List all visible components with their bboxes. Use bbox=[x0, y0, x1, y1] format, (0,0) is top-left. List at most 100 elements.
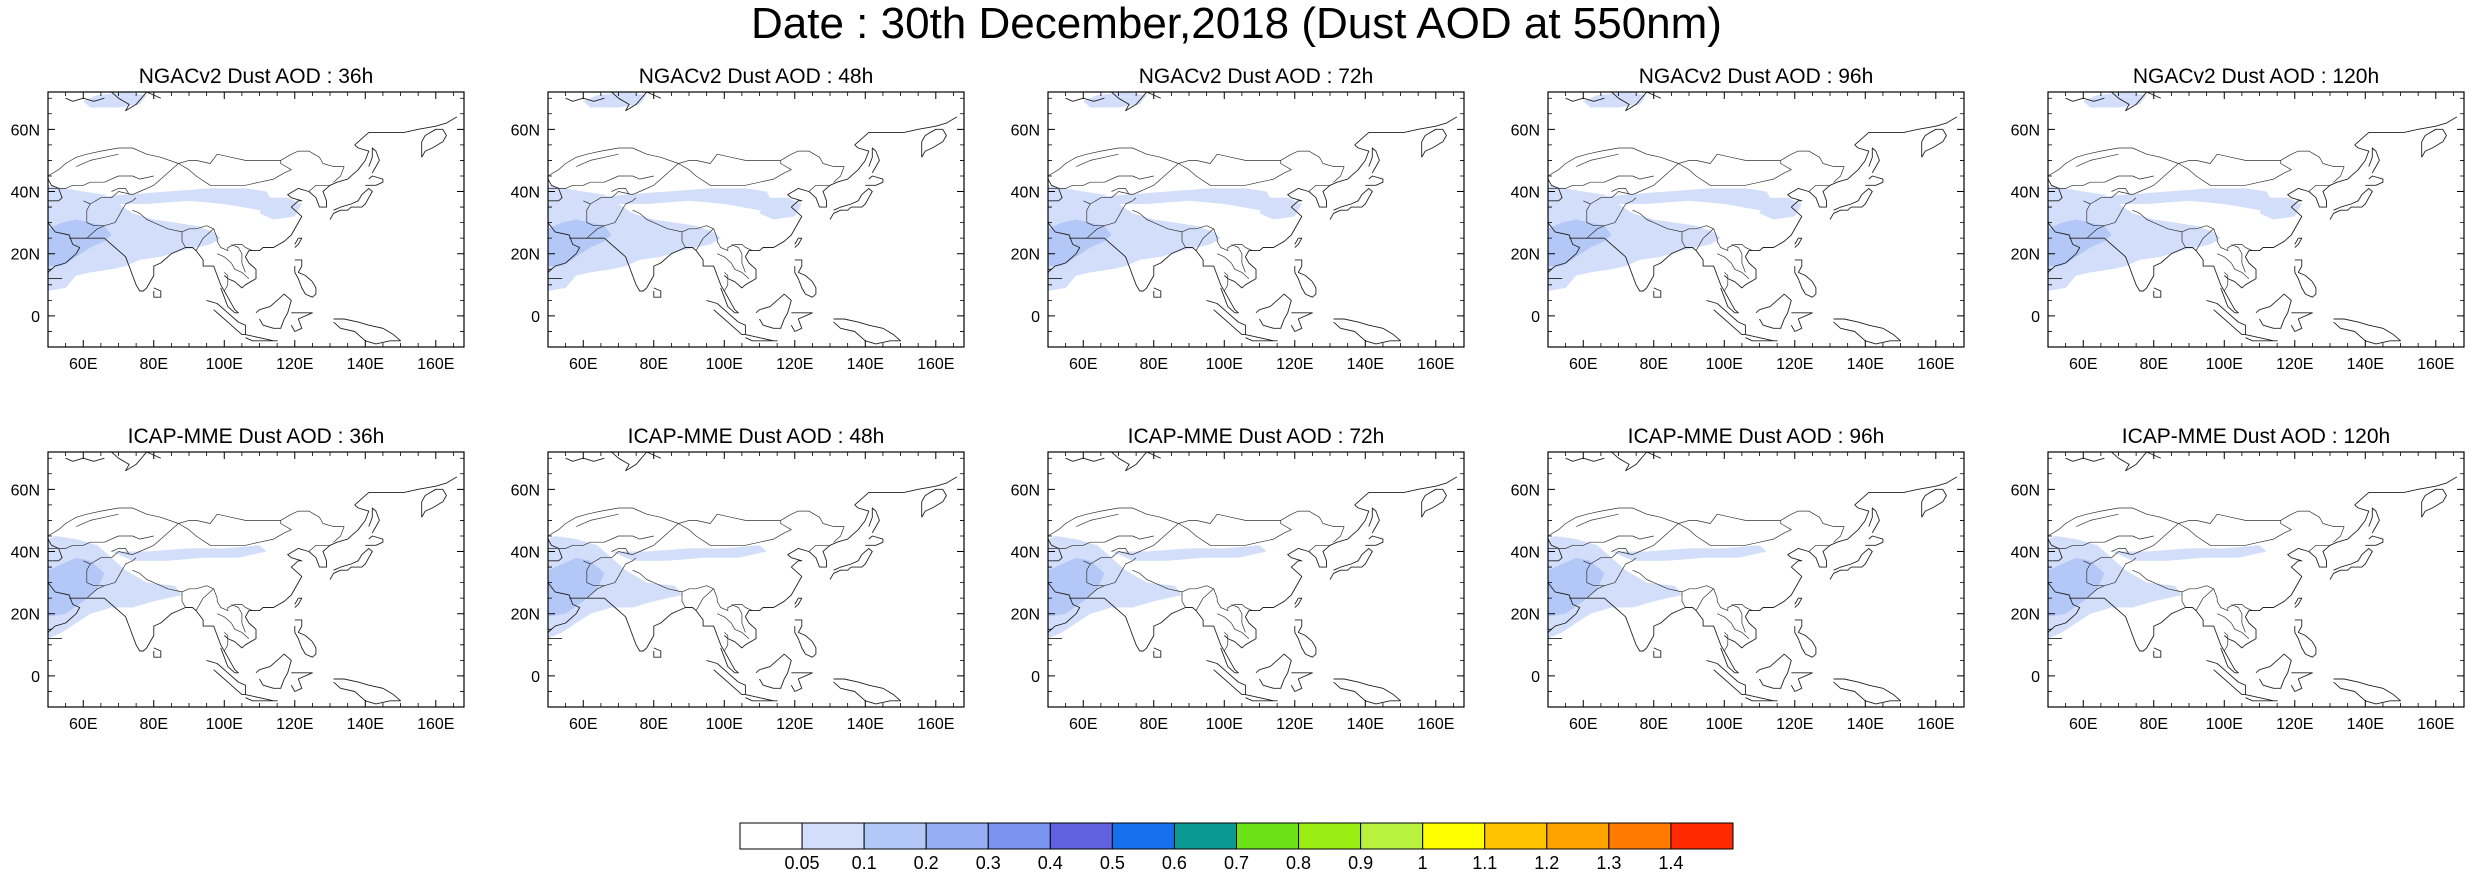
coastlines bbox=[1548, 452, 1958, 705]
colorbar-label: 0.5 bbox=[1100, 853, 1125, 873]
dust-aod-shading bbox=[1548, 92, 1802, 291]
colorbar-swatch bbox=[925, 822, 989, 850]
map-panel: ICAP-MME Dust AOD : 72h 60E 80E 100E 120E 140… bbox=[1000, 426, 1465, 756]
y-tick-label: 40N bbox=[11, 185, 40, 202]
map-panel: ICAP-MME Dust AOD : 48h 60E 80E 100E 120E 140… bbox=[500, 426, 965, 756]
y-tick-label: 40N bbox=[2011, 185, 2040, 202]
y-tick-label: 20N bbox=[2011, 247, 2040, 264]
x-tick-label: 80E bbox=[1140, 356, 1168, 373]
map-panel: ICAP-MME Dust AOD : 120h 60E 80E 100E 120E 14… bbox=[2000, 426, 2465, 756]
map-layer bbox=[1048, 92, 1458, 345]
colorbar-swatch bbox=[739, 822, 803, 850]
x-tick-label: 60E bbox=[569, 356, 597, 373]
colorbar-graphic: 0.05 0.1 0.2 0.3 0.4 0.5 0.6 0.7 0.8 0.9 1 1.1 1.2 1.… bbox=[739, 822, 1734, 873]
x-tick-label: 60E bbox=[1069, 356, 1097, 373]
dust-aod-shading bbox=[548, 92, 802, 291]
dust-aod-shading bbox=[48, 536, 267, 639]
x-tick-label: 100E bbox=[706, 716, 743, 733]
panel-title: NGACv2 Dust AOD : 72h bbox=[1138, 65, 1374, 88]
plot-frame bbox=[47, 91, 465, 348]
y-tick-label: 60N bbox=[1011, 482, 1040, 499]
x-tick-label: 160E bbox=[1917, 716, 1954, 733]
x-tick-label: 160E bbox=[2417, 716, 2454, 733]
map-layer bbox=[48, 92, 458, 345]
x-tick-label: 80E bbox=[2140, 716, 2168, 733]
coastlines bbox=[548, 92, 958, 345]
dust-aod-shading bbox=[2048, 92, 2302, 291]
x-tick-label: 80E bbox=[1640, 716, 1668, 733]
x-tick-label: 80E bbox=[640, 716, 668, 733]
y-tick-label: 0 bbox=[531, 309, 540, 326]
map-plot: 60E 80E 100E 120E 140E 160E 0 20N 40N 60N bbox=[1511, 91, 1965, 373]
y-tick-label: 20N bbox=[1511, 607, 1540, 624]
map-plot: 60E 80E 100E 120E 140E 160E 0 20N 40N 60N bbox=[1011, 451, 1465, 733]
y-tick-label: 0 bbox=[531, 669, 540, 686]
map-plot: 60E 80E 100E 120E 140E 160E 0 20N 40N 60N bbox=[1011, 91, 1465, 373]
plot-frame bbox=[2047, 451, 2465, 708]
colorbar-swatch bbox=[1049, 822, 1113, 850]
plot-frame bbox=[547, 451, 965, 708]
x-tick-label: 140E bbox=[847, 356, 884, 373]
y-tick-label: 60N bbox=[511, 482, 540, 499]
y-tick-label: 0 bbox=[1031, 309, 1040, 326]
x-tick-label: 60E bbox=[1569, 716, 1597, 733]
x-tick-label: 120E bbox=[1276, 356, 1313, 373]
map-panel: NGACv2 Dust AOD : 48h 60E 80E 100E 120E 140E 1… bbox=[500, 66, 965, 396]
x-tick-label: 140E bbox=[1347, 716, 1384, 733]
map-layer bbox=[1548, 452, 1958, 705]
colorbar-swatch bbox=[801, 822, 865, 850]
x-tick-label: 140E bbox=[347, 356, 384, 373]
panel-title: ICAP-MME Dust AOD : 36h bbox=[127, 425, 385, 448]
x-tick-label: 100E bbox=[1706, 356, 1743, 373]
x-tick-label: 140E bbox=[2347, 716, 2384, 733]
x-tick-label: 60E bbox=[2069, 356, 2097, 373]
colorbar-swatch bbox=[1298, 822, 1362, 850]
y-tick-label: 20N bbox=[1511, 247, 1540, 264]
panel-title: ICAP-MME Dust AOD : 72h bbox=[1127, 425, 1385, 448]
panel-title: ICAP-MME Dust AOD : 96h bbox=[1627, 425, 1885, 448]
y-tick-label: 40N bbox=[11, 545, 40, 562]
map-panel: NGACv2 Dust AOD : 36h 60E 80E 100E 120E 140E 1… bbox=[0, 66, 465, 396]
plot-frame bbox=[1047, 451, 1465, 708]
colorbar-label: 0.2 bbox=[914, 853, 939, 873]
y-tick-label: 60N bbox=[11, 482, 40, 499]
x-tick-label: 100E bbox=[206, 356, 243, 373]
y-tick-label: 0 bbox=[1531, 669, 1540, 686]
x-tick-label: 140E bbox=[1847, 716, 1884, 733]
x-tick-label: 100E bbox=[1706, 716, 1743, 733]
x-tick-label: 100E bbox=[1206, 356, 1243, 373]
map-layer bbox=[48, 452, 458, 705]
colorbar-label: 0.7 bbox=[1224, 853, 1249, 873]
map-plot: 60E 80E 100E 120E 140E 160E 0 20N 40N 60N bbox=[11, 451, 465, 733]
colorbar-label: 1.1 bbox=[1472, 853, 1497, 873]
y-tick-label: 20N bbox=[2011, 607, 2040, 624]
dust-aod-shading bbox=[1048, 92, 1302, 291]
colorbar-label: 1.3 bbox=[1596, 853, 1621, 873]
coastlines bbox=[1548, 92, 1958, 345]
y-tick-label: 60N bbox=[1011, 122, 1040, 139]
y-tick-label: 40N bbox=[1511, 545, 1540, 562]
panel-title: NGACv2 Dust AOD : 48h bbox=[638, 65, 874, 88]
colorbar-swatch bbox=[1608, 822, 1672, 850]
dust-aod-shading bbox=[2048, 536, 2267, 639]
x-tick-label: 80E bbox=[140, 356, 168, 373]
map-layer bbox=[2048, 452, 2458, 705]
colorbar-swatch bbox=[1484, 822, 1548, 850]
dust-aod-shading bbox=[1048, 536, 1267, 639]
map-plot: 60E 80E 100E 120E 140E 160E 0 20N 40N 60N bbox=[511, 91, 965, 373]
y-tick-label: 20N bbox=[511, 607, 540, 624]
x-tick-label: 60E bbox=[2069, 716, 2097, 733]
x-tick-label: 80E bbox=[140, 716, 168, 733]
coastlines bbox=[48, 452, 458, 705]
x-tick-label: 160E bbox=[917, 356, 954, 373]
map-plot: 60E 80E 100E 120E 140E 160E 0 20N 40N 60N bbox=[2011, 91, 2465, 373]
y-tick-label: 0 bbox=[31, 669, 40, 686]
y-tick-label: 20N bbox=[11, 247, 40, 264]
plot-frame bbox=[1047, 91, 1465, 348]
x-tick-label: 80E bbox=[1640, 356, 1668, 373]
colorbar-swatch bbox=[1360, 822, 1424, 850]
colorbar-label: 0.05 bbox=[785, 853, 820, 873]
x-tick-label: 80E bbox=[640, 356, 668, 373]
coastlines bbox=[1048, 92, 1458, 345]
x-tick-label: 140E bbox=[1847, 356, 1884, 373]
